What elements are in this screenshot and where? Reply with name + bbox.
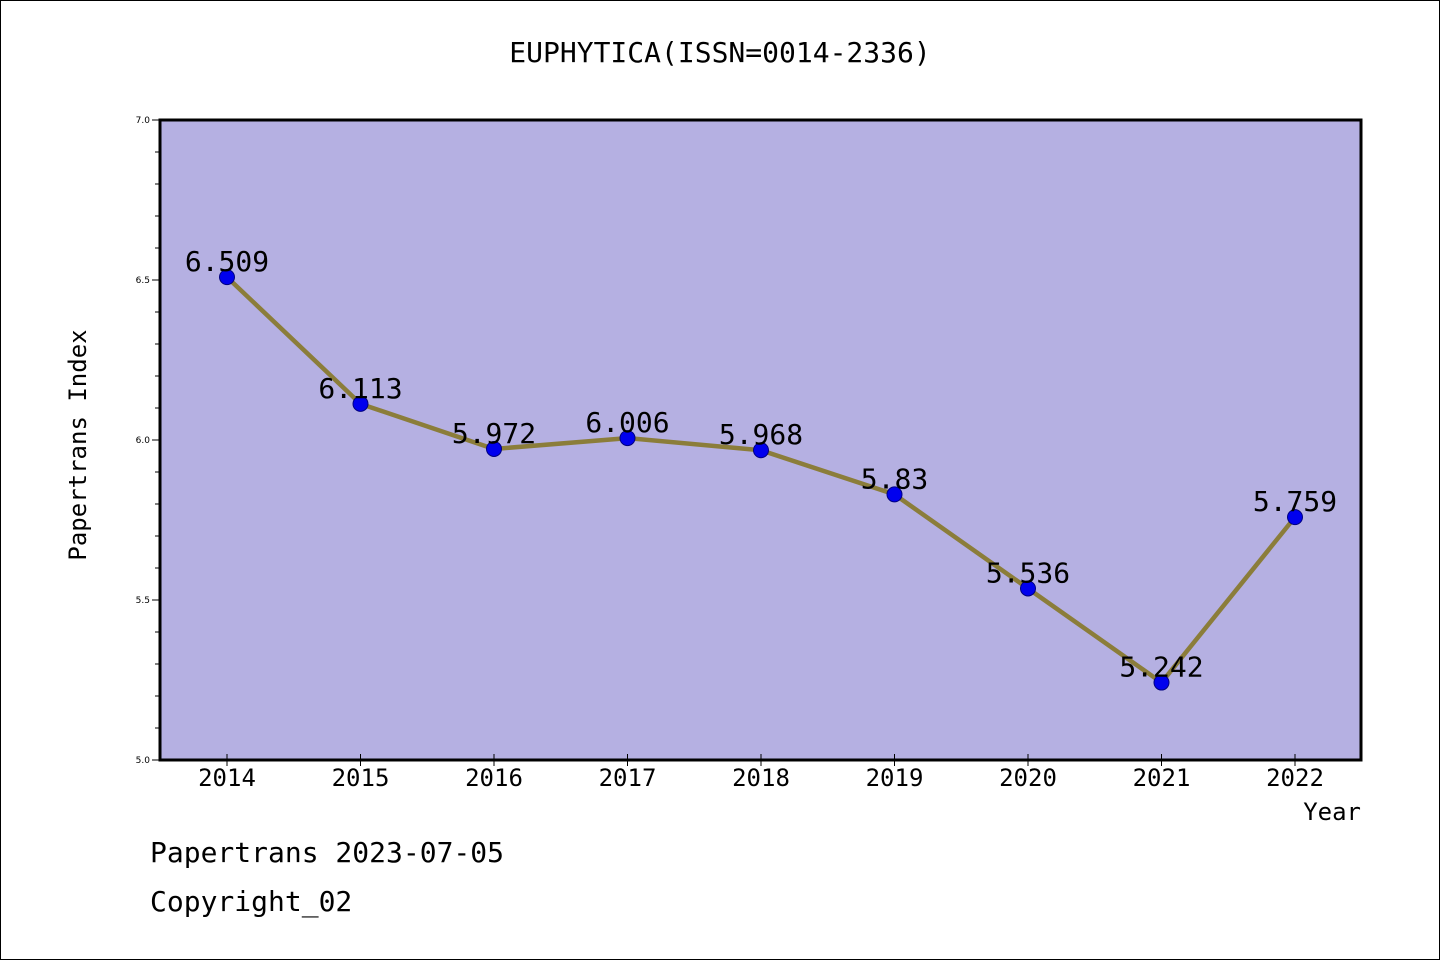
x-axis-label: Year (1303, 798, 1361, 826)
chart-title: EUPHYTICA(ISSN=0014-2336) (509, 36, 931, 69)
data-point (219, 269, 235, 286)
x-tick-label: 2021 (1133, 764, 1191, 792)
x-tick-label: 2020 (999, 764, 1057, 792)
y-tick-label: 5.5 (136, 596, 150, 606)
data-label: 5.968 (719, 418, 803, 451)
data-point (619, 430, 636, 447)
x-tick-label: 2015 (332, 764, 390, 792)
y-tick-label: 5.0 (136, 756, 151, 766)
plot-area (160, 120, 1361, 760)
plot-border (158, 118, 1363, 762)
data-label: 5.536 (986, 556, 1070, 589)
data-label: 6.006 (585, 406, 669, 439)
data-point (1153, 674, 1170, 691)
x-tick-label: 2014 (198, 764, 256, 792)
data-label: 5.83 (861, 462, 928, 495)
y-tick-label: 7.0 (136, 116, 151, 126)
data-label: 5.972 (452, 417, 536, 450)
data-point (352, 395, 369, 412)
data-point (753, 442, 769, 459)
data-label: 6.113 (318, 372, 402, 405)
y-tick-label: 6.5 (136, 276, 150, 286)
x-tick-label: 2016 (465, 764, 523, 792)
data-label: 6.509 (185, 245, 269, 278)
data-label: 5.242 (1119, 651, 1203, 684)
data-point (1020, 580, 1036, 597)
x-tick-label: 2018 (732, 764, 790, 792)
data-point (486, 440, 502, 457)
data-label: 5.759 (1253, 485, 1337, 518)
x-tick-label: 2017 (599, 764, 657, 792)
x-tick-label: 2022 (1266, 764, 1324, 792)
data-point (1287, 509, 1303, 526)
data-point (886, 486, 903, 503)
x-tick-label: 2019 (866, 764, 924, 792)
y-axis-label: Papertrans Index (64, 329, 92, 560)
footer-copyright-text: Copyright_02 (150, 885, 353, 918)
footer-date-text: Papertrans 2023-07-05 (150, 836, 505, 869)
y-tick-label: 6.0 (136, 436, 151, 446)
